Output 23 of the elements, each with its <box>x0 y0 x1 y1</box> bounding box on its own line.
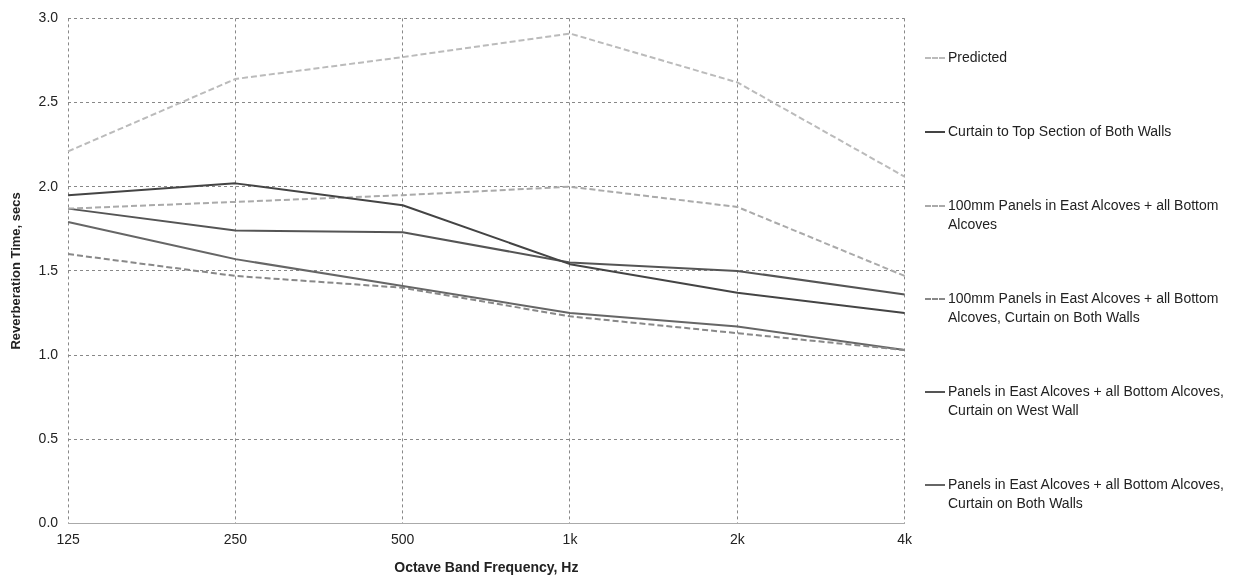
x-axis-title: Octave Band Frequency, Hz <box>394 559 579 576</box>
y-tick-label: 0.0 <box>38 514 59 531</box>
x-tick-label: 2k <box>729 530 746 547</box>
x-tick-label: 125 <box>56 530 80 547</box>
legend-label: 100mm Panels in East Alcoves + all Bottom Alcoves <box>948 195 1220 234</box>
x-tick-label: 250 <box>223 530 248 547</box>
line-series <box>67 32 906 178</box>
y-tick-label: 2.0 <box>38 177 59 194</box>
y-tick-label: 0.5 <box>38 430 59 447</box>
x-tick-label: 4k <box>897 530 913 547</box>
y-tick-label: 2.5 <box>38 93 59 110</box>
legend-label: 100mm Panels in East Alcoves + all Bottom Alcoves, Curtain on Both Walls <box>948 288 1220 327</box>
y-axis-title: Reverberation Time, secs <box>8 192 24 350</box>
legend-label: Panels in East Alcoves + all Bottom Alcoves, Curtain on West Wall <box>948 381 1225 420</box>
y-tick-label: 1.5 <box>38 261 59 278</box>
x-tick-label: 500 <box>391 530 415 547</box>
legend-label: Curtain to Top Section of Both Walls <box>948 121 1172 141</box>
y-tick-label: 3.0 <box>38 9 59 26</box>
legend-label: Predicted <box>948 47 1008 67</box>
legend-label: Panels in East Alcoves + all Bottom Alcoves, Curtain on Both Walls <box>948 474 1225 513</box>
line-series <box>67 185 906 277</box>
y-tick-label: 1.0 <box>38 345 59 362</box>
x-tick-label: 1k <box>562 530 579 547</box>
